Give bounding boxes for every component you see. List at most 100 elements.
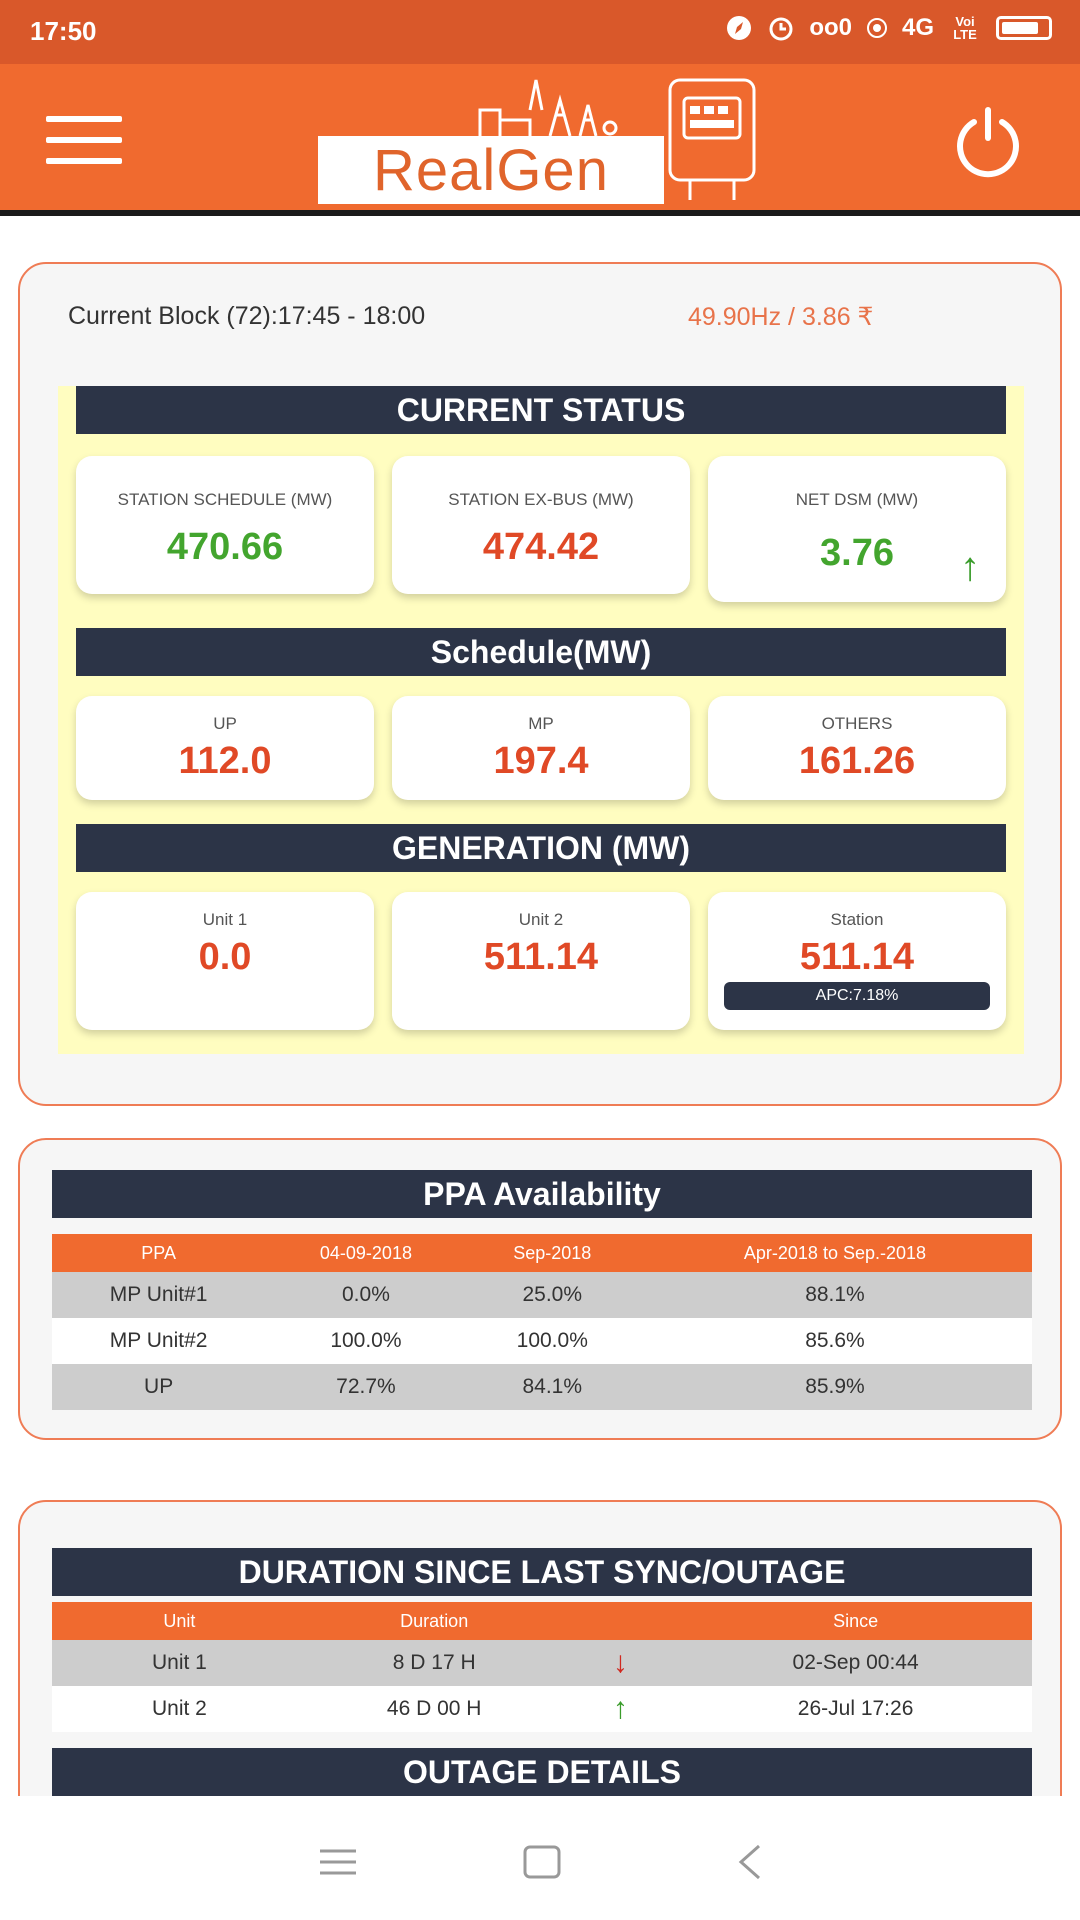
schedule-others-tile: OTHERS 161.26 xyxy=(708,696,1006,800)
current-block-card: Current Block (72):17:45 - 18:00 49.90Hz… xyxy=(18,262,1062,1106)
net-dsm-tile: NET DSM (MW) 3.76 ↑ xyxy=(708,456,1006,602)
tile-label: STATION EX-BUS (MW) xyxy=(448,490,634,509)
tile-value: 474.42 xyxy=(482,526,600,568)
tile-label: MP xyxy=(528,714,554,733)
generation-header: GENERATION (MW) xyxy=(76,824,1006,872)
sync-header: DURATION SINCE LAST SYNC/OUTAGE xyxy=(52,1548,1032,1596)
status-panel: CURRENT STATUS STATION SCHEDULE (MW) 470… xyxy=(58,386,1024,1054)
tile-value: 0.0 xyxy=(198,936,252,978)
schedule-header: Schedule(MW) xyxy=(76,628,1006,676)
table-row: UP 72.7% 84.1% 85.9% xyxy=(52,1364,1032,1410)
app-bar: RealGen xyxy=(0,64,1080,216)
status-icons: oo0 4G Voi LTE xyxy=(725,14,1052,42)
schedule-mp-tile: MP 197.4 xyxy=(392,696,690,800)
table-cell: Unit 1 xyxy=(52,1640,307,1686)
table-cell: UP xyxy=(52,1364,266,1410)
apc-badge: APC:7.18% xyxy=(724,982,990,1010)
table-cell: Unit 2 xyxy=(52,1686,307,1732)
menu-icon-line xyxy=(46,116,122,122)
tile-label: NET DSM (MW) xyxy=(795,490,919,509)
outage-details-header: OUTAGE DETAILS xyxy=(52,1748,1032,1796)
tile-value: 511.14 xyxy=(483,936,599,978)
table-cell: 0.0% xyxy=(265,1272,467,1318)
column-header: Sep-2018 xyxy=(466,1234,638,1272)
table-cell: 46 D 00 H xyxy=(306,1686,562,1732)
square-icon xyxy=(523,1845,561,1879)
menu-lines-icon xyxy=(320,1849,356,1875)
table-cell: 85.9% xyxy=(637,1364,1032,1410)
table-cell: MP Unit#2 xyxy=(52,1318,266,1364)
table-cell: 02-Sep 00:44 xyxy=(679,1640,1032,1686)
tile-value: 112.0 xyxy=(178,740,272,782)
table-cell: 72.7% xyxy=(265,1364,467,1410)
ppa-availability-card: PPA Availability PPA 04-09-2018 Sep-2018… xyxy=(18,1138,1062,1440)
table-row: Unit 1 8 D 17 H ↓ 02-Sep 00:44 xyxy=(52,1640,1032,1686)
frequency-price: 49.90Hz / 3.86 ₹ xyxy=(688,303,874,331)
tile-value: 197.4 xyxy=(493,740,589,782)
back-button[interactable] xyxy=(720,1832,780,1892)
schedule-up-tile: UP 112.0 xyxy=(76,696,374,800)
tile-label: Station xyxy=(830,910,884,929)
generation-unit2-tile: Unit 2 511.14 xyxy=(392,892,690,1030)
menu-icon-line xyxy=(46,137,122,143)
table-row: MP Unit#1 0.0% 25.0% 88.1% xyxy=(52,1272,1032,1318)
current-block-label: Current Block (72):17:45 - 18:00 xyxy=(68,302,426,330)
system-nav-bar xyxy=(0,1796,1080,1920)
arrow-down-icon: ↓ xyxy=(561,1640,680,1686)
table-header-row: Unit Duration Since xyxy=(52,1602,1032,1640)
hotspot-icon xyxy=(866,18,887,38)
table-cell: 88.1% xyxy=(637,1272,1032,1318)
table-cell: 8 D 17 H xyxy=(306,1640,562,1686)
signal-text: oo0 xyxy=(809,14,852,41)
network-type: 4G xyxy=(901,14,934,41)
compass-icon xyxy=(727,16,752,40)
current-status-header: CURRENT STATUS xyxy=(76,386,1006,434)
column-header: Unit xyxy=(52,1602,307,1640)
app-logo: RealGen xyxy=(318,136,664,204)
power-plant-logo-icon xyxy=(478,78,756,200)
sync-table: Unit Duration Since Unit 1 8 D 17 H ↓ 02… xyxy=(52,1602,1032,1732)
chevron-left-icon xyxy=(738,1844,760,1880)
tile-label: OTHERS xyxy=(821,714,893,733)
table-row: Unit 2 46 D 00 H ↑ 26-Jul 17:26 xyxy=(52,1686,1032,1732)
tile-label: UP xyxy=(213,714,237,733)
logout-button[interactable] xyxy=(950,104,1026,180)
table-cell: 84.1% xyxy=(466,1364,638,1410)
table-row: MP Unit#2 100.0% 100.0% 85.6% xyxy=(52,1318,1032,1364)
generation-unit1-tile: Unit 1 0.0 xyxy=(76,892,374,1030)
column-header xyxy=(561,1602,680,1640)
generation-station-tile: Station 511.14 APC:7.18% xyxy=(708,892,1006,1030)
status-time: 17:50 xyxy=(30,16,97,46)
ppa-header: PPA Availability xyxy=(52,1170,1032,1218)
tile-value: 511.14 xyxy=(799,936,915,978)
column-header: PPA xyxy=(52,1234,266,1272)
alarm-icon xyxy=(769,17,793,41)
menu-icon-line xyxy=(46,158,122,164)
power-icon xyxy=(957,107,1019,178)
tile-value: 3.76 xyxy=(820,532,894,574)
table-cell: 26-Jul 17:26 xyxy=(679,1686,1032,1732)
app-logo-text: RealGen xyxy=(373,137,609,203)
table-cell: 100.0% xyxy=(466,1318,638,1364)
carrier-label: Voi LTE xyxy=(953,14,977,42)
column-header: Apr-2018 to Sep.-2018 xyxy=(637,1234,1032,1272)
station-exbus-tile: STATION EX-BUS (MW) 474.42 xyxy=(392,456,690,594)
tile-label: STATION SCHEDULE (MW) xyxy=(117,490,333,509)
tile-value: 470.66 xyxy=(166,526,284,568)
home-button[interactable] xyxy=(512,1832,572,1892)
table-cell: MP Unit#1 xyxy=(52,1272,266,1318)
tile-label: Unit 1 xyxy=(202,910,248,929)
tile-value: 161.26 xyxy=(798,740,916,782)
menu-button[interactable] xyxy=(46,116,122,164)
battery-icon xyxy=(996,16,1052,40)
column-header: Duration xyxy=(306,1602,562,1640)
table-cell: 85.6% xyxy=(637,1318,1032,1364)
column-header: 04-09-2018 xyxy=(265,1234,467,1272)
arrow-up-icon: ↑ xyxy=(960,545,980,589)
arrow-up-icon: ↑ xyxy=(561,1686,680,1732)
station-schedule-tile: STATION SCHEDULE (MW) 470.66 xyxy=(76,456,374,594)
column-header: Since xyxy=(679,1602,1032,1640)
status-bar: 17:50 oo0 4G Voi LTE xyxy=(0,0,1080,64)
recent-apps-button[interactable] xyxy=(308,1832,368,1892)
table-header-row: PPA 04-09-2018 Sep-2018 Apr-2018 to Sep.… xyxy=(52,1234,1032,1272)
